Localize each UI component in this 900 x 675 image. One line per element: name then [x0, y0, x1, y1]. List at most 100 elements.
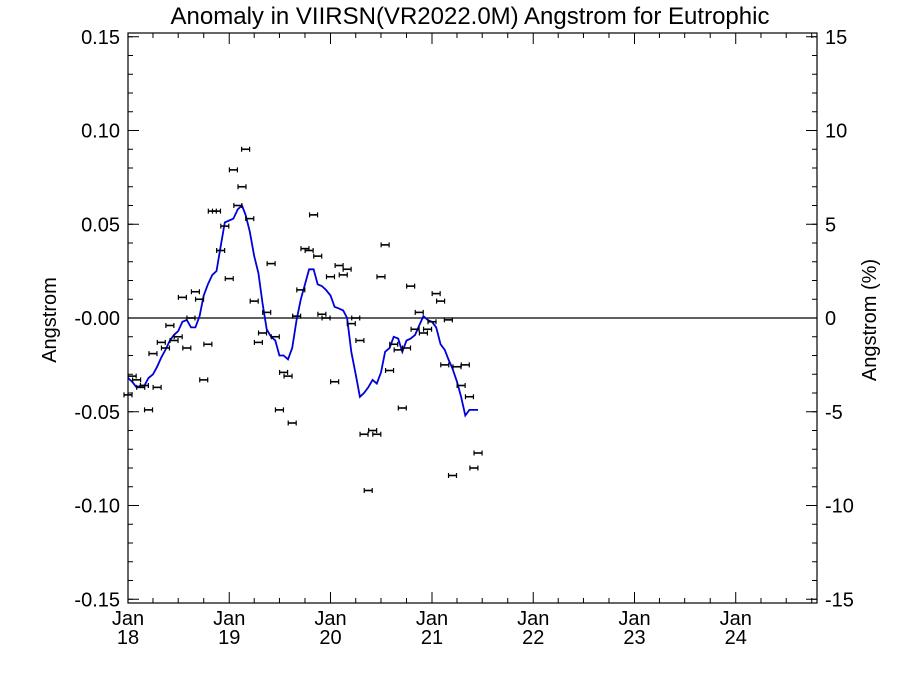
data-point [127, 373, 137, 379]
y-tick-label: -0.05 [74, 402, 120, 424]
data-point [257, 330, 268, 336]
x-tick-label-month: Jan [618, 608, 650, 630]
data-point [443, 317, 453, 323]
data-point [372, 431, 382, 437]
data-point [233, 203, 243, 208]
data-point [123, 392, 133, 398]
y-right-tick-label: -5 [825, 402, 843, 424]
y-axis-label-right: Angstrom (%) [859, 259, 881, 381]
data-point [211, 208, 222, 214]
data-point [473, 450, 483, 456]
data-point [177, 294, 187, 300]
data-point [199, 377, 209, 383]
data-point [452, 364, 462, 370]
data-point [216, 248, 226, 253]
data-point [169, 338, 179, 343]
data-point [253, 339, 263, 345]
data-point [313, 253, 323, 259]
data-points [123, 146, 483, 493]
data-point [431, 291, 441, 297]
y-axis-right: 15 10 5 0 -5 -10 -15 [806, 27, 854, 611]
data-point [228, 167, 239, 173]
data-point [397, 405, 407, 411]
x-tick-label-year: 21 [421, 627, 443, 649]
data-point [173, 334, 183, 340]
data-point [308, 212, 319, 218]
data-point [292, 313, 302, 319]
smoothed-series-line [127, 203, 478, 418]
x-tick-label-year: 18 [117, 627, 139, 649]
x-tick-label-month: Jan [517, 608, 549, 630]
data-point [148, 351, 158, 357]
data-point [283, 373, 293, 379]
x-tick-label-year: 24 [725, 627, 747, 649]
x-tick-label-month: Jan [213, 608, 245, 630]
data-point [376, 274, 386, 280]
x-tick-label-year: 20 [319, 627, 341, 649]
data-point [304, 248, 314, 253]
y-right-tick-label: 5 [825, 214, 836, 236]
x-tick-label-month: Jan [314, 608, 346, 630]
data-point [182, 345, 192, 351]
data-point [321, 315, 331, 321]
data-point [460, 362, 470, 368]
y-right-tick-label: 10 [825, 121, 847, 143]
y-tick-label: -0.00 [74, 308, 120, 330]
data-point [220, 223, 230, 229]
data-point [224, 276, 234, 282]
y-tick-label: -0.15 [74, 589, 120, 611]
y-tick-label: 0.10 [81, 121, 120, 143]
data-point [245, 216, 255, 222]
data-point [368, 428, 378, 433]
data-point [436, 298, 446, 304]
x-tick-label-month: Jan [416, 608, 448, 630]
data-point [241, 146, 251, 152]
data-point [139, 383, 149, 388]
data-point [384, 368, 395, 373]
y-right-tick-label: 15 [825, 27, 847, 49]
data-point [270, 334, 280, 340]
data-point [165, 323, 175, 328]
x-tick-label-year: 19 [218, 627, 240, 649]
data-point [330, 379, 340, 385]
data-point [380, 242, 390, 248]
data-point [262, 309, 272, 315]
data-point [334, 263, 344, 268]
x-tick-label-month: Jan [112, 608, 144, 630]
y-axis-label-left: Angstrom [39, 277, 61, 363]
x-tick-label-month: Jan [720, 608, 752, 630]
data-point [414, 309, 424, 315]
data-point [156, 339, 166, 345]
data-point [401, 345, 412, 351]
data-point [143, 407, 154, 413]
data-point [190, 289, 201, 295]
data-point [131, 377, 142, 383]
x-tick-label-year: 22 [522, 627, 544, 649]
data-point [325, 274, 336, 280]
data-point [266, 261, 276, 267]
y-axis-left: 0.15 0.10 0.05 -0.00 -0.05 -0.10 -0.15 [74, 27, 139, 611]
data-point [355, 338, 365, 343]
data-point [274, 407, 285, 413]
data-point [152, 384, 162, 390]
data-point [296, 287, 306, 293]
data-point [237, 184, 247, 190]
data-point [469, 465, 479, 471]
y-tick-label: -0.10 [74, 496, 120, 518]
chart-title: Anomaly in VIIRSN(VR2022.0M) Angstrom fo… [171, 3, 770, 30]
data-point [249, 298, 259, 304]
data-point [456, 383, 466, 388]
data-point [363, 488, 373, 493]
data-point [346, 321, 356, 327]
data-point [422, 326, 433, 332]
data-point [464, 394, 475, 400]
data-point [351, 315, 361, 321]
data-point [342, 266, 352, 272]
y-right-tick-label: 0 [825, 308, 836, 330]
y-tick-label: 0.15 [81, 27, 120, 49]
data-point [389, 341, 399, 347]
data-point [287, 420, 297, 426]
data-point [359, 431, 369, 437]
